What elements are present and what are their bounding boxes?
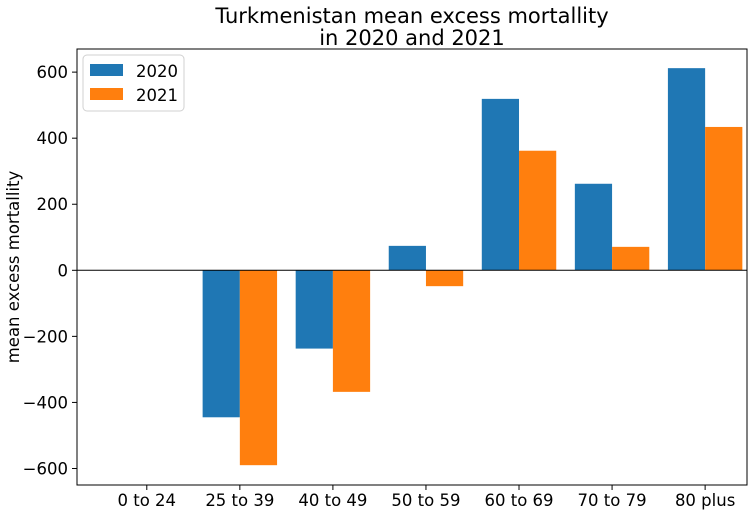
x-tick-label: 25 to 39 <box>205 491 274 510</box>
x-tick-label: 0 to 24 <box>118 491 177 510</box>
y-tick-label: −400 <box>23 393 68 412</box>
chart-title-line-2: in 2020 and 2021 <box>319 26 505 50</box>
y-axis-label: mean excess mortallity <box>4 170 23 363</box>
bar-2021-4 <box>519 150 557 271</box>
legend: 2020 2021 <box>82 54 185 112</box>
y-tick-label: −200 <box>23 327 68 346</box>
y-tick-label: −600 <box>23 459 68 478</box>
x-tick-label: 50 to 59 <box>391 491 460 510</box>
bar-2021-5 <box>612 246 650 271</box>
legend-swatch-2021 <box>90 88 123 100</box>
y-tick-label: 0 <box>58 261 69 280</box>
bars-group <box>202 68 743 466</box>
chart-title-line-1: Turkmenistan mean excess mortallity <box>214 4 608 28</box>
bar-2021-2 <box>332 270 371 392</box>
x-tick-label: 70 to 79 <box>578 491 647 510</box>
y-tick-label: 200 <box>37 195 69 214</box>
x-tick-label: 40 to 49 <box>298 491 367 510</box>
bar-2020-1 <box>202 270 240 418</box>
bar-2021-1 <box>239 270 278 466</box>
x-axis: 0 to 24 25 to 39 40 to 49 50 to 59 60 to 69 7… <box>118 485 735 510</box>
y-tick-label: 600 <box>37 63 69 82</box>
y-axis: −600 −400 −200 0 200 400 600 <box>23 63 77 478</box>
bar-2020-6 <box>667 68 706 271</box>
x-tick-label: 80 plus <box>675 491 735 510</box>
legend-label-2021: 2021 <box>136 86 178 105</box>
legend-label-2020: 2020 <box>136 62 178 81</box>
bar-2020-4 <box>481 98 520 271</box>
bar-2020-3 <box>388 245 426 271</box>
legend-swatch-2020 <box>90 64 123 76</box>
bar-2020-5 <box>574 183 613 271</box>
y-tick-label: 400 <box>37 129 69 148</box>
x-tick-label: 60 to 69 <box>484 491 553 510</box>
bar-2021-3 <box>425 270 464 287</box>
bar-2020-2 <box>295 270 333 349</box>
bar-2021-6 <box>705 126 743 271</box>
